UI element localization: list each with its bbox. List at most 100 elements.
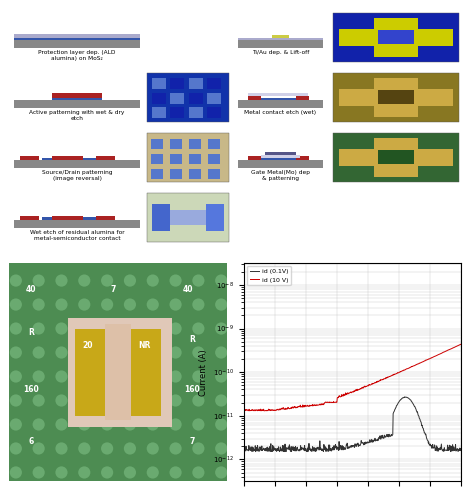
Bar — [147, 73, 228, 122]
id (10 V) — [261, 408, 267, 414]
Circle shape — [192, 347, 205, 358]
Circle shape — [10, 299, 22, 311]
Bar — [374, 137, 418, 177]
Bar — [374, 78, 418, 117]
Bar — [14, 160, 140, 168]
Text: Metal contact etch (wet): Metal contact etch (wet) — [245, 110, 316, 115]
Bar — [333, 73, 459, 122]
Circle shape — [55, 394, 68, 407]
Text: Wet etch of residual alumina for
metal-semiconductor contact: Wet etch of residual alumina for metal-s… — [30, 230, 124, 241]
Bar — [151, 169, 163, 179]
Bar — [189, 139, 201, 149]
Bar — [14, 38, 140, 40]
id (10 V) — [241, 408, 247, 413]
Text: Source/Drain patterning
(image reversal): Source/Drain patterning (image reversal) — [42, 170, 112, 181]
Bar — [238, 100, 323, 108]
Circle shape — [170, 323, 182, 335]
Bar — [206, 204, 224, 231]
Bar — [151, 139, 163, 149]
Bar — [170, 139, 182, 149]
Circle shape — [33, 442, 45, 455]
Circle shape — [10, 442, 22, 455]
id (10 V) — [340, 392, 345, 398]
Bar — [238, 38, 323, 40]
Circle shape — [78, 466, 90, 479]
Circle shape — [170, 418, 182, 431]
Bar — [296, 156, 309, 160]
Bar — [238, 40, 323, 48]
Circle shape — [101, 466, 113, 479]
Bar — [170, 108, 184, 118]
Circle shape — [78, 299, 90, 311]
Text: R: R — [28, 328, 34, 337]
id (0.1V) — [405, 395, 411, 401]
Circle shape — [192, 299, 205, 311]
Circle shape — [124, 274, 136, 287]
Bar — [189, 154, 201, 164]
Bar — [339, 28, 453, 46]
Text: 6: 6 — [28, 437, 34, 446]
Bar — [207, 108, 221, 118]
Circle shape — [101, 442, 113, 455]
Circle shape — [192, 370, 205, 382]
Text: 160: 160 — [184, 385, 200, 394]
id (0.1V) — [387, 433, 392, 438]
Bar — [170, 169, 182, 179]
Bar — [152, 79, 166, 89]
Bar — [208, 139, 220, 149]
Circle shape — [124, 299, 136, 311]
Bar — [189, 108, 203, 118]
Text: NR: NR — [138, 341, 150, 351]
Circle shape — [10, 370, 22, 382]
Line: id (0.1V): id (0.1V) — [244, 397, 461, 452]
Circle shape — [192, 418, 205, 431]
Circle shape — [192, 442, 205, 455]
Bar — [339, 89, 453, 106]
Circle shape — [215, 323, 227, 335]
Bar — [189, 93, 203, 104]
Bar — [152, 93, 166, 104]
id (10 V) — [405, 365, 411, 371]
Bar — [147, 133, 228, 182]
Circle shape — [55, 370, 68, 382]
Bar — [147, 192, 228, 242]
Bar — [20, 216, 39, 220]
Circle shape — [147, 466, 159, 479]
Circle shape — [147, 442, 159, 455]
Circle shape — [192, 394, 205, 407]
id (10 V) — [297, 402, 303, 408]
Circle shape — [33, 370, 45, 382]
Circle shape — [215, 370, 227, 382]
Bar — [14, 40, 140, 48]
Bar — [52, 216, 83, 220]
Bar — [170, 93, 184, 104]
Circle shape — [55, 442, 68, 455]
Bar — [253, 98, 308, 100]
Bar — [296, 96, 309, 100]
Circle shape — [170, 370, 182, 382]
Circle shape — [170, 274, 182, 287]
Circle shape — [124, 466, 136, 479]
Circle shape — [55, 466, 68, 479]
Text: Active patterning with wet & dry
etch: Active patterning with wet & dry etch — [29, 110, 125, 121]
Bar — [68, 318, 172, 427]
Circle shape — [192, 323, 205, 335]
Circle shape — [170, 442, 182, 455]
Line: id (10 V): id (10 V) — [244, 344, 461, 411]
Circle shape — [55, 299, 68, 311]
Circle shape — [33, 274, 45, 287]
Text: Protection layer dep. (ALD
alumina) on MoS₂: Protection layer dep. (ALD alumina) on M… — [38, 51, 116, 61]
Circle shape — [33, 394, 45, 407]
Bar — [339, 149, 453, 166]
id (0.1V) — [280, 448, 286, 454]
Circle shape — [78, 274, 90, 287]
Bar — [52, 98, 103, 100]
Bar — [208, 169, 220, 179]
Circle shape — [10, 274, 22, 287]
Circle shape — [147, 418, 159, 431]
Bar — [248, 96, 261, 100]
Bar — [238, 160, 323, 168]
Bar — [207, 79, 221, 89]
Circle shape — [147, 299, 159, 311]
Circle shape — [170, 394, 182, 407]
